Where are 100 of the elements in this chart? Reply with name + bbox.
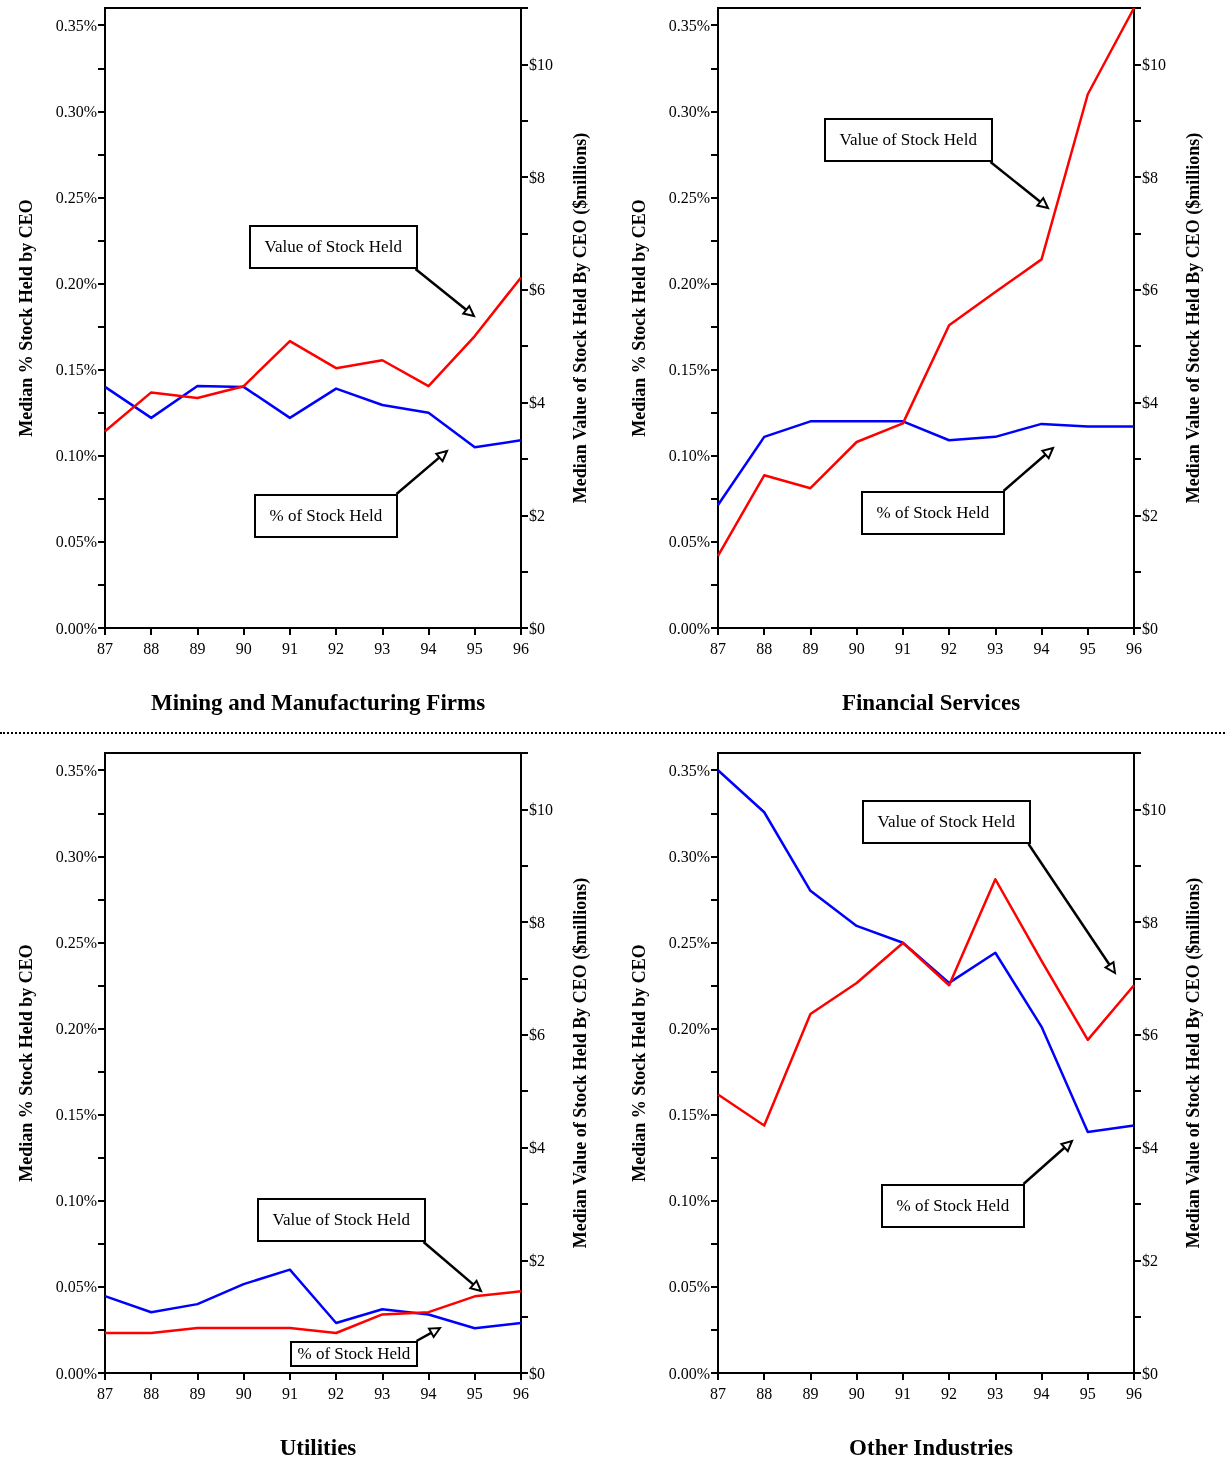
y2-tick-label: $8: [1142, 913, 1158, 931]
text: Mining and Manufacturing Firms: [150, 690, 486, 715]
y-tick-label: 0.00%: [55, 619, 97, 637]
annotation: % of Stock Held: [289, 1341, 419, 1367]
x-tick-label: 89: [189, 639, 206, 657]
x-tick-label: 88: [143, 1384, 160, 1402]
y-tick-label: 0.05%: [668, 1278, 710, 1296]
x-tick-label: 92: [328, 1384, 345, 1402]
y-axis-title: Median % Stock Held by CEO: [16, 199, 36, 437]
text: Utilities: [279, 1435, 357, 1460]
y2-tick-label: $0: [1142, 619, 1158, 637]
x-tick-label: 90: [848, 639, 865, 657]
x-tick-label: 95: [466, 1384, 483, 1402]
y-tick-label: 0.10%: [668, 1192, 710, 1210]
y2-tick-label: $10: [529, 800, 553, 818]
y-tick-label: 0.30%: [668, 847, 710, 865]
x-tick-label: 92: [941, 1384, 958, 1402]
x-tick-label: 91: [281, 639, 298, 657]
y2-axis-title: Median Value of Stock Held By CEO ($millions): [570, 132, 591, 504]
line-series: [103, 384, 523, 449]
x-tick-label: 88: [756, 1384, 773, 1402]
y2-tick-label: $2: [529, 1251, 545, 1269]
x-tick-label: 94: [1033, 639, 1050, 657]
y-tick-label: 0.30%: [55, 847, 97, 865]
annotation: % of Stock Held: [253, 494, 399, 538]
y2-tick-label: $6: [1142, 281, 1158, 299]
y2-tick-label: $2: [1142, 1251, 1158, 1269]
x-tick-label: 94: [1033, 1384, 1050, 1402]
y2-tick-label: $2: [529, 506, 545, 524]
x-tick-label: 91: [281, 1384, 298, 1402]
annotation: % of Stock Held: [880, 1184, 1026, 1228]
x-tick-label: 93: [987, 1384, 1004, 1402]
x-tick-label: 88: [756, 639, 773, 657]
line-series: [103, 276, 523, 433]
x-tick-label: 87: [710, 639, 726, 657]
y2-tick-label: $4: [529, 1139, 545, 1157]
y-tick-label: 0.25%: [668, 188, 710, 206]
x-tick-label: 95: [1079, 1384, 1096, 1402]
y2-tick-label: $10: [1142, 55, 1166, 73]
x-tick-label: 89: [802, 639, 819, 657]
y2-tick-label: $6: [529, 281, 545, 299]
y2-axis-title: Median Value of Stock Held By CEO ($millions): [570, 877, 591, 1249]
y2-tick-label: $4: [1142, 1139, 1158, 1157]
y2-tick-label: $0: [529, 619, 545, 637]
y2-tick-label: $8: [529, 168, 545, 186]
y-tick-label: 0.15%: [55, 1106, 97, 1124]
annotation: Value of Stock Held: [861, 800, 1031, 844]
x-tick-label: 89: [802, 1384, 819, 1402]
line-series: [716, 878, 1136, 1127]
y-tick-label: 0.05%: [55, 1278, 97, 1296]
x-tick-label: 93: [987, 639, 1004, 657]
y-tick-label: 0.00%: [668, 619, 710, 637]
x-tick-label: 96: [1126, 1384, 1142, 1402]
x-tick-label: 92: [941, 639, 958, 657]
x-tick-label: 88: [143, 639, 160, 657]
y-tick-label: 0.05%: [55, 533, 97, 551]
y-axis-title: Median % Stock Held by CEO: [16, 944, 36, 1182]
y-tick-label: 0.35%: [55, 16, 97, 34]
x-tick-label: 93: [374, 639, 391, 657]
y-tick-label: 0.15%: [668, 1106, 710, 1124]
y-tick-label: 0.35%: [668, 761, 710, 779]
y2-tick-label: $0: [1142, 1364, 1158, 1382]
x-tick-label: 94: [420, 639, 437, 657]
line-series: [716, 768, 1136, 1134]
y2-tick-label: $4: [1142, 394, 1158, 412]
y2-tick-label: $2: [1142, 506, 1158, 524]
line-series: [716, 420, 1136, 507]
text: Financial Services: [841, 690, 1021, 715]
y2-tick-label: $10: [1142, 800, 1166, 818]
y-tick-label: 0.30%: [668, 102, 710, 120]
y-tick-label: 0.20%: [668, 275, 710, 293]
text: Other Industries: [849, 1435, 1013, 1460]
y-tick-label: 0.25%: [668, 933, 710, 951]
y-tick-label: 0.25%: [55, 933, 97, 951]
y2-tick-label: $10: [529, 55, 553, 73]
y-tick-label: 0.35%: [55, 761, 97, 779]
y-tick-label: 0.00%: [668, 1364, 710, 1382]
x-tick-label: 96: [513, 639, 529, 657]
line-series: [103, 1268, 523, 1330]
y2-axis-title: Median Value of Stock Held By CEO ($millions): [1183, 877, 1204, 1249]
x-tick-label: 90: [235, 1384, 252, 1402]
y2-tick-label: $4: [529, 394, 545, 412]
x-tick-label: 91: [894, 1384, 911, 1402]
x-tick-label: 89: [189, 1384, 206, 1402]
y2-tick-label: $8: [529, 913, 545, 931]
x-tick-label: 90: [848, 1384, 865, 1402]
y-tick-label: 0.15%: [668, 361, 710, 379]
x-tick-label: 95: [466, 639, 483, 657]
x-tick-label: 90: [235, 639, 252, 657]
y-tick-label: 0.05%: [668, 533, 710, 551]
x-tick-label: 93: [374, 1384, 391, 1402]
x-tick-label: 87: [97, 1384, 113, 1402]
line-series: [103, 1290, 523, 1335]
x-tick-label: 91: [894, 639, 911, 657]
y-tick-label: 0.20%: [55, 1020, 97, 1038]
y2-tick-label: $8: [1142, 168, 1158, 186]
x-tick-label: 96: [1126, 639, 1142, 657]
annotation: % of Stock Held: [860, 491, 1006, 535]
y-tick-label: 0.10%: [668, 447, 710, 465]
y-tick-label: 0.10%: [55, 1192, 97, 1210]
